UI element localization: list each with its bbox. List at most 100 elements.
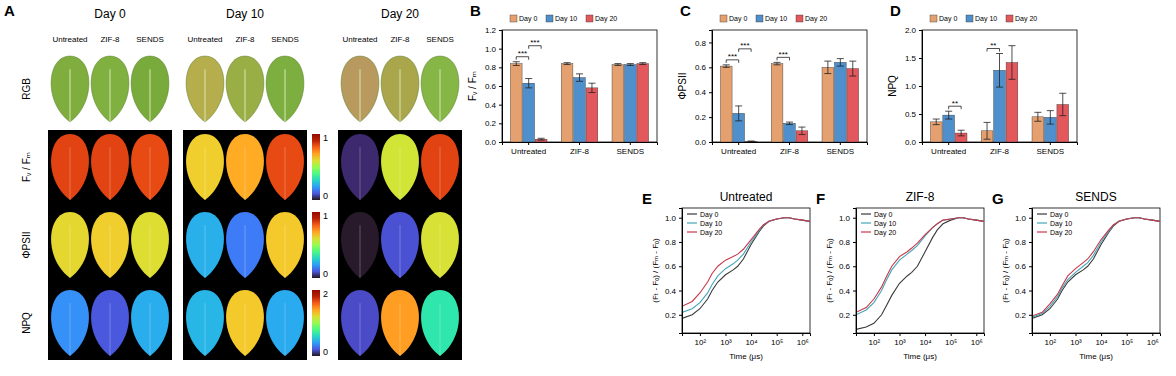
error-bar [588,83,595,92]
x-tick: Untreated [511,142,546,156]
y-tick: 0.8 [665,238,682,247]
error-stem [738,106,739,121]
y-tick-label: 1.2 [485,26,497,35]
x-tick: ZIF-8 [570,142,590,156]
bar-panel: 0.00.20.40.60.81.01.2UntreatedZIF-8SENDS… [467,15,658,156]
panel-label: B [470,2,481,19]
bar [930,122,942,142]
error-cap [639,64,646,65]
y-tick-label: 0.2 [839,311,851,320]
legend-label: Day 10 [1050,220,1072,228]
y-tick: 1.0 [839,214,856,223]
significance-label: ** [952,99,958,108]
plot-area [930,46,1068,142]
plot-frame [856,208,984,333]
legend-label: Day 10 [555,15,577,23]
y-tick: 1.0 [485,45,502,54]
series-line [682,218,810,313]
y-axis-line [679,209,683,334]
error-bar [513,62,520,66]
y-tick-label: 0.4 [485,101,497,110]
error-cap [513,65,520,66]
error-cap [614,63,621,64]
x-tick: 10³ [720,333,732,347]
y-axis: 0.20.40.60.81.0 [1015,209,1033,334]
y-axis-title: (Fₜ - Fₒ) / (Fₘ - Fₒ) [1001,238,1010,303]
y-tick-mark [679,266,682,267]
colorbar [312,134,320,200]
x-tick: 10⁵ [1121,333,1133,347]
error-bar [984,122,991,139]
error-cap [849,61,856,62]
error-bar [945,111,952,119]
leaf-midrib [70,225,71,278]
plot-area [682,218,810,319]
leaf-midrib [400,225,401,278]
column-header: Day 10 [226,7,264,21]
leaf-map [266,134,304,200]
y-tick-mark [709,42,712,43]
error-cap [837,66,844,67]
leaf-photo [421,56,459,122]
x-tick-label: 10² [1045,338,1057,347]
column-header: Day 0 [94,7,126,21]
legend-swatch [687,222,697,223]
legend-item: Day 10 [966,15,997,23]
error-bar [748,141,755,142]
leaf-midrib [440,147,441,200]
y-tick: 0.8 [1015,238,1032,247]
bar-panel: 0.00.20.40.60.8UntreatedZIF-8SENDSΦPSIID… [677,15,868,156]
leaf-midrib [110,69,111,122]
leaf-midrib [110,225,111,278]
leaf-midrib [440,225,441,278]
bar [574,78,586,142]
significance-label: *** [518,49,527,58]
y-tick-label: 1.0 [485,45,497,54]
error-cap [1047,110,1054,111]
legend-swatch [546,15,553,22]
error-bar [639,63,646,65]
x-tick-mark [1127,333,1128,336]
row-label: NPQ [21,312,32,334]
error-bar [798,127,805,134]
y-tick: 2.0 [905,26,922,35]
subcolumn-header: Untreated [52,35,87,44]
colorbar-tick-label: 0 [323,347,328,357]
y-tick: 0.2 [839,311,856,320]
bar-panel: 0.00.51.01.52.0UntreatedZIF-8SENDSNPQDay… [887,15,1078,156]
error-stem [1011,46,1012,80]
y-tick-label: 0.4 [839,287,851,296]
y-axis-line [919,31,923,143]
legend-swatch [687,231,697,232]
panel-label: F [816,190,825,207]
subcolumn-header: SENDS [426,35,454,44]
y-tick: 0.0 [695,138,712,147]
error-cap [774,64,781,65]
leaf-map [226,290,264,356]
legend-swatch [796,15,803,22]
leaf-midrib [360,225,361,278]
x-tick: 10³ [894,333,906,347]
bar [561,64,573,142]
x-tick: 10⁵ [945,333,957,347]
error-cap [933,119,940,120]
colorbar-tick-label: 1 [323,211,328,221]
error-stem [852,61,853,76]
y-tick-mark [499,67,502,68]
y-tick: 0.2 [1015,311,1032,320]
error-bar [774,62,781,64]
legend-swatch [510,15,517,22]
y-tick-label: 0.2 [665,311,677,320]
y-axis: 0.00.51.01.52.0 [905,26,923,147]
panel-label: C [680,2,691,19]
bar [510,64,522,142]
colorbar [312,212,320,278]
panel-label: D [890,2,901,19]
leaf-midrib [400,147,401,200]
legend-label: Day 20 [700,229,722,237]
x-tick: SENDS [617,142,645,156]
y-tick-mark [919,86,922,87]
y-tick: 0.8 [485,63,502,72]
image-background [338,130,462,360]
y-axis-line [709,31,713,143]
